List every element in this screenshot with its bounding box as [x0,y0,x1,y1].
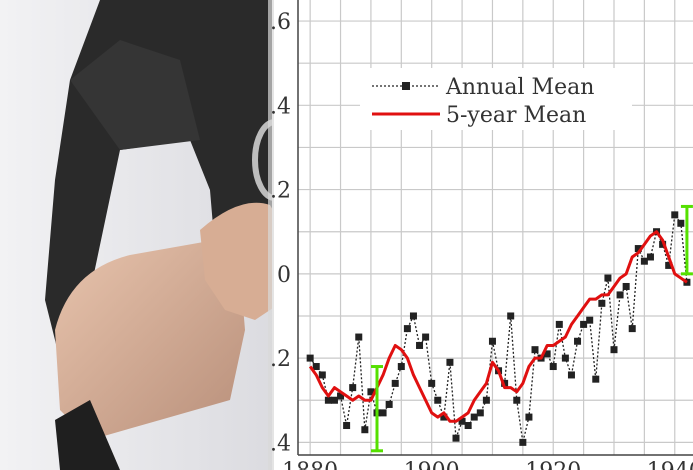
annual-mean-point [634,245,642,253]
annual-mean-point [646,253,654,261]
legend-label-annual-mean: Annual Mean [445,75,594,100]
annual-mean-point [574,337,582,345]
person-holding-magnifier-photo [0,0,300,470]
annual-mean-point [403,325,411,333]
annual-mean-point [458,417,466,425]
y-tick-label: .6 [270,10,291,35]
annual-mean-point [349,384,357,392]
annual-mean-point [549,363,557,371]
annual-mean-point [665,261,673,269]
annual-mean-point [507,312,515,320]
annual-mean-point [598,299,606,307]
annual-mean-point [391,379,399,387]
annual-mean-point [567,371,575,379]
annual-mean-point [555,320,563,328]
annual-mean-point [343,422,351,430]
annual-mean-point [409,312,417,320]
annual-mean-point [671,211,679,219]
annual-mean-point [470,413,478,421]
annual-mean-point [476,409,484,417]
y-tick-label: .2 [270,347,291,372]
annual-mean-point [440,413,448,421]
annual-mean-point [452,434,460,442]
legend-marker-annual-mean [402,82,410,90]
annual-mean-point [543,350,551,358]
x-tick-label: 1920 [525,459,581,470]
annual-mean-point [519,438,527,446]
annual-mean-point [616,291,624,299]
annual-mean-point [513,396,521,404]
panel-edge-shadow [268,0,274,470]
y-tick-label: .4 [270,94,291,119]
annual-mean-point [640,257,648,265]
annual-mean-point [488,337,496,345]
y-tick-label: 0 [277,263,291,288]
annual-mean-point [355,333,363,341]
annual-mean-point [428,379,436,387]
annual-mean-point [604,274,612,282]
legend-label-5-year-mean: 5-year Mean [446,103,586,128]
x-tick-label: 1940 [647,459,693,470]
annual-mean-point [337,392,345,400]
y-tick-label: .4 [270,431,291,456]
annual-mean-point [330,396,338,404]
legend-box [360,68,632,130]
annual-mean-point [561,354,569,362]
annual-mean-point [312,363,320,371]
annual-mean-point [610,346,618,354]
annual-mean-point [446,358,454,366]
annual-mean-point [397,363,405,371]
annual-mean-point [367,388,375,396]
annual-mean-point [464,422,472,430]
annual-mean-point [434,396,442,404]
annual-mean-point [385,400,393,408]
annual-mean-point [361,426,369,434]
annual-mean-point [531,346,539,354]
annual-mean-point [422,333,430,341]
annual-mean-point [622,282,630,290]
annual-mean-point [677,219,685,227]
annual-mean-point [592,375,600,383]
annual-mean-point [482,396,490,404]
annual-mean-point [525,413,533,421]
arm-shape [55,240,245,440]
annual-mean-point [580,320,588,328]
hand-shape [200,202,290,320]
x-tick-label: 1880 [282,459,338,470]
annual-mean-point [416,341,424,349]
x-tick-label: 1900 [404,459,460,470]
annual-mean-point [324,396,332,404]
series-line-5-year-mean [308,230,688,423]
annual-mean-point [628,325,636,333]
annual-mean-point [306,354,314,362]
annual-mean-point [318,371,326,379]
y-tick-label: .2 [270,179,291,204]
annual-mean-point [379,409,387,417]
annual-mean-point [586,316,594,324]
